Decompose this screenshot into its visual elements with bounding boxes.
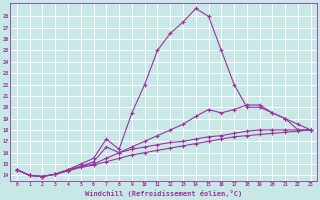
X-axis label: Windchill (Refroidissement éolien,°C): Windchill (Refroidissement éolien,°C): [85, 190, 243, 197]
